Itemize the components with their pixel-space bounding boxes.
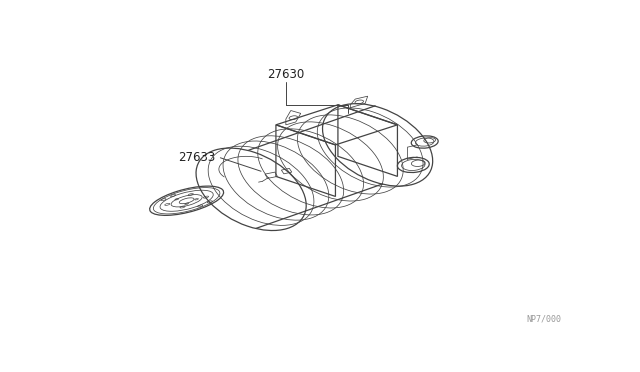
- Text: NP7/000: NP7/000: [526, 315, 561, 324]
- Text: 27633: 27633: [178, 151, 215, 164]
- Text: 27630: 27630: [268, 68, 305, 81]
